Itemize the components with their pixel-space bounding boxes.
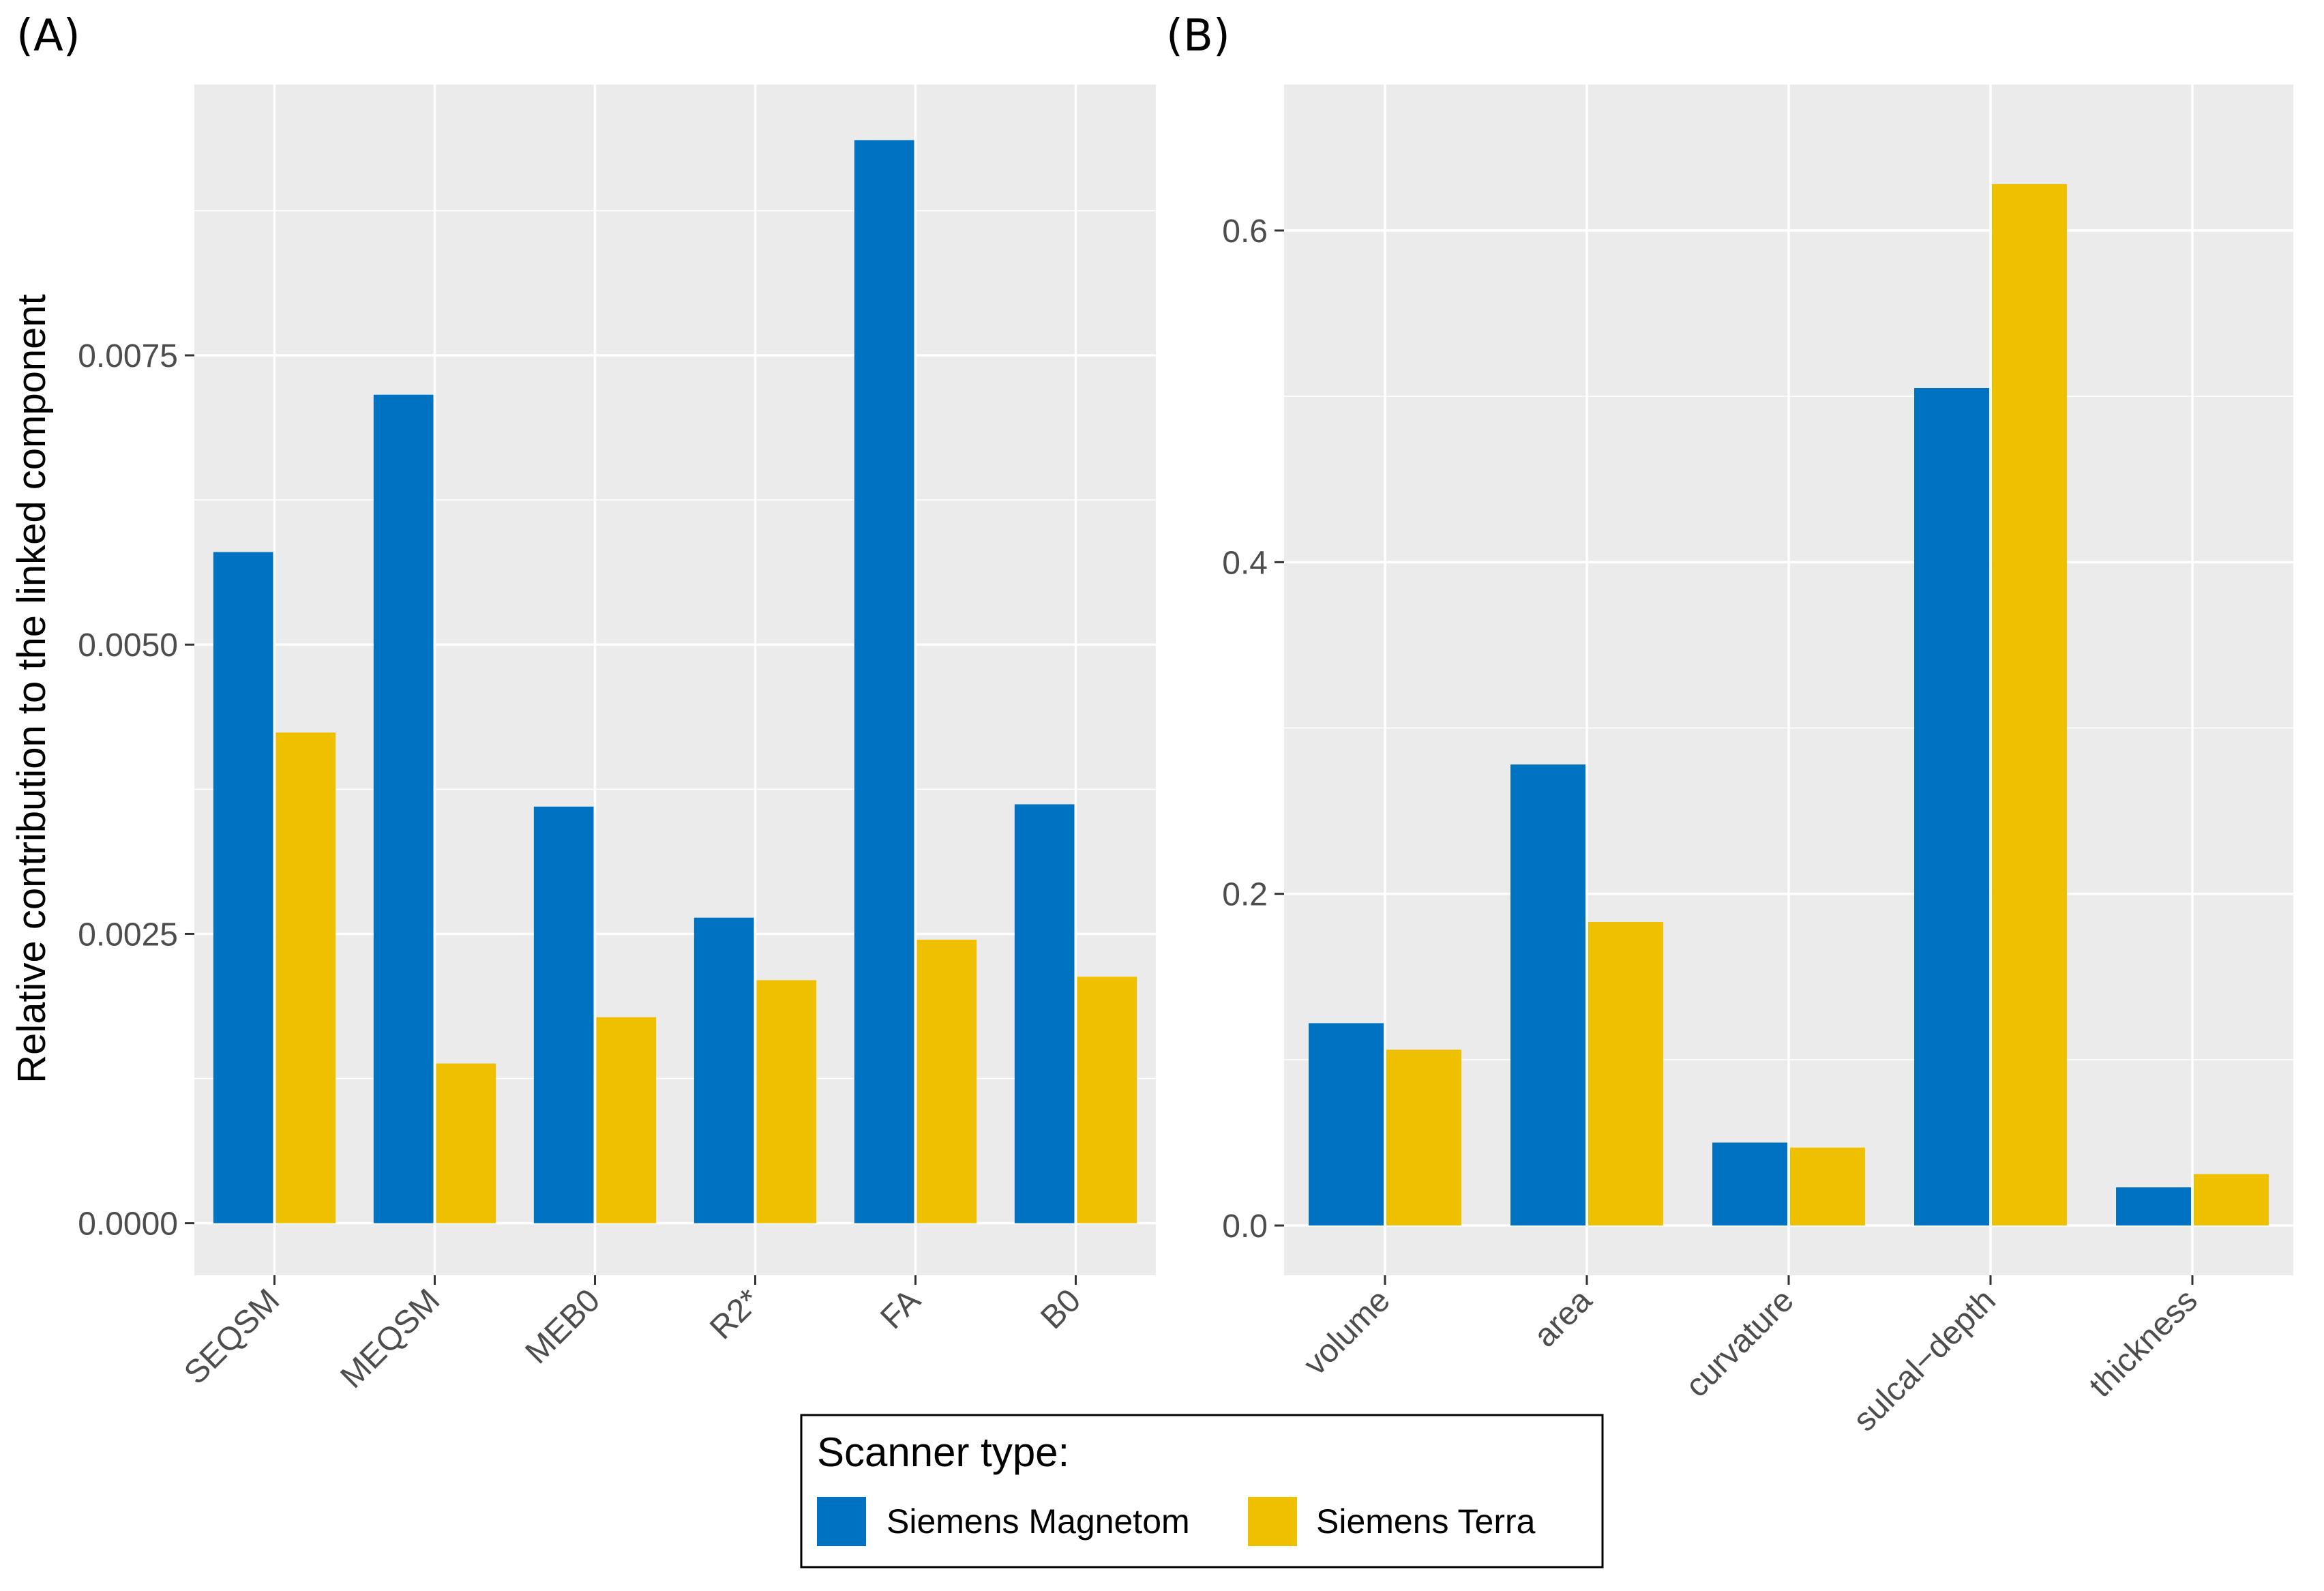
bar-meb0-siemens-terra [597, 1017, 657, 1223]
panel-a-plot-background [194, 85, 1156, 1275]
bar-seqsm-siemens-terra [276, 732, 336, 1223]
bar-r2-siemens-terra [757, 980, 817, 1223]
panel-b-label: (B) [1166, 11, 1230, 61]
bar-volume-siemens-magnetom [1309, 1023, 1384, 1225]
legend-swatch-terra [1248, 1497, 1297, 1546]
bar-curvature-siemens-magnetom [1712, 1142, 1787, 1225]
bar-r2-siemens-magnetom [694, 918, 754, 1223]
legend-swatch-magnetom [817, 1497, 866, 1546]
bar-sulcal-depth-siemens-terra [1992, 184, 2067, 1225]
bar-thickness-siemens-terra [2194, 1174, 2269, 1225]
panel-a-label: (A) [16, 11, 80, 61]
y-tick-label: 0.6 [1222, 213, 1268, 250]
bar-b0-siemens-magnetom [1015, 804, 1075, 1223]
bar-meqsm-siemens-magnetom [374, 395, 434, 1223]
bar-sulcal-depth-siemens-magnetom [1914, 388, 1989, 1225]
bar-fa-siemens-terra [917, 940, 977, 1223]
legend: Scanner type: Siemens Magnetom Siemens T… [801, 1415, 1603, 1567]
y-tick-label: 0.0 [1222, 1208, 1268, 1245]
y-tick-label: 0.0050 [78, 627, 178, 664]
bar-seqsm-siemens-magnetom [213, 552, 273, 1223]
legend-label-magnetom: Siemens Magnetom [887, 1502, 1190, 1541]
panel-b: (B) 0.00.20.40.6 volume area curvature sulc… [1166, 11, 2293, 1438]
bar-area-siemens-magnetom [1510, 764, 1585, 1225]
bar-volume-siemens-terra [1386, 1050, 1461, 1225]
bar-fa-siemens-magnetom [854, 140, 914, 1223]
y-tick-label: 0.0000 [78, 1206, 178, 1243]
y-tick-label: 0.0025 [78, 917, 178, 953]
bar-area-siemens-terra [1588, 922, 1663, 1225]
y-axis-title: Relative contribution to the linked comp… [10, 294, 54, 1083]
legend-label-terra: Siemens Terra [1316, 1502, 1536, 1541]
bar-thickness-siemens-magnetom [2116, 1187, 2191, 1225]
legend-title: Scanner type: [817, 1429, 1069, 1475]
bar-meqsm-siemens-terra [436, 1063, 496, 1223]
bar-curvature-siemens-terra [1790, 1148, 1865, 1225]
figure: (A) Relative contribution to the linked … [0, 0, 2324, 1591]
bar-meb0-siemens-magnetom [534, 807, 594, 1223]
y-tick-label: 0.0075 [78, 338, 178, 374]
y-tick-label: 0.2 [1222, 877, 1268, 913]
bar-b0-siemens-terra [1077, 977, 1137, 1223]
y-tick-label: 0.4 [1222, 545, 1268, 581]
